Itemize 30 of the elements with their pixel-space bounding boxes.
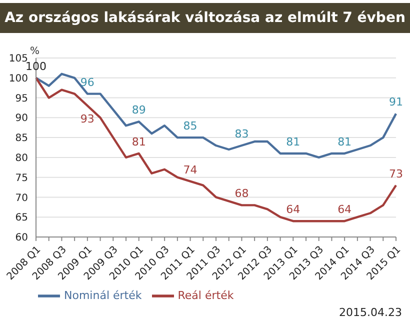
data-label: 100	[26, 60, 46, 73]
data-label: 93	[80, 112, 94, 126]
y-tick-label: 80	[15, 152, 28, 164]
data-label: 89	[132, 104, 146, 117]
text: 2015.04.23	[339, 306, 402, 319]
data-label: 81	[132, 135, 146, 148]
y-axis-title: %	[30, 46, 40, 57]
data-label: 73	[389, 167, 403, 180]
y-tick-label: 65	[15, 212, 28, 224]
data-label: 81	[338, 135, 352, 148]
y-tick-label: 100	[8, 73, 28, 84]
data-label: 91	[389, 96, 403, 109]
data-label: 83	[234, 128, 249, 141]
y-tick-label: 60	[15, 232, 28, 244]
legend-label: Reál érték	[178, 289, 234, 302]
y-tick-label: 85	[15, 133, 28, 144]
y-tick-label: 105	[8, 54, 28, 65]
data-label: 96	[80, 76, 94, 89]
y-tick-label: 75	[15, 172, 28, 184]
y-tick-label: 95	[15, 93, 28, 104]
data-label: 64	[338, 203, 352, 216]
legend-label: Nominál érték	[64, 289, 142, 302]
data-label: 81	[286, 135, 300, 148]
data-label: 85	[183, 120, 198, 133]
data-label: 68	[234, 187, 249, 200]
y-tick-label: 70	[15, 192, 28, 204]
chart-title: Az országos lakásárak változása az elmúlt 7 évben	[0, 3, 410, 33]
data-label: 74	[183, 163, 198, 176]
y-tick-label: 90	[15, 113, 28, 124]
data-label: 64	[286, 203, 300, 216]
